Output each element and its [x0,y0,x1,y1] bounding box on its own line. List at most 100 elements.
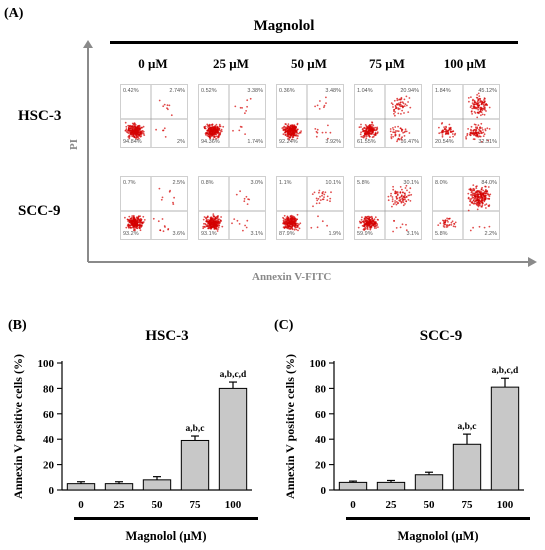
flow-event-dot [287,123,290,125]
flow-event-dot [370,220,373,222]
flow-event-dot [394,114,396,117]
flow-event-dot [368,132,371,135]
flow-event-dot [132,133,135,135]
flow-event-dot [132,225,134,227]
flow-event-dot [208,136,211,139]
flow-event-dot [127,220,130,223]
flow-event-dot [203,216,206,218]
flow-event-dot [394,134,397,137]
flow-event-dot [319,199,322,201]
flow-event-dot [362,130,364,133]
flow-event-dot [286,128,288,131]
flow-event-dot [405,223,407,226]
quadrant-ll-label: 59.9% [357,231,373,237]
flow-event-dot [363,217,366,220]
flow-event-dot [488,204,491,206]
quadrant-ur-label: 30.1% [403,180,419,186]
flow-event-dot [390,136,393,138]
flow-event-dot [467,128,469,130]
quadrant-lr-label: 2% [177,139,185,145]
flow-event-dot [375,224,377,227]
flow-event-dot [399,102,402,104]
flow-event-dot [397,102,400,105]
flow-event-dot [452,225,455,228]
flow-event-dot [211,123,214,126]
quadrant-ll-label: 93.1% [201,231,217,237]
flow-event-dot [451,130,453,133]
flow-event-dot [478,104,480,107]
flow-event-dot [364,133,367,135]
flow-event-dot [454,132,457,135]
flow-event-dot [367,131,369,134]
y-tick-label: 40 [315,434,327,446]
flow-event-dot [402,191,404,194]
flow-event-dot [477,106,479,108]
flow-event-dot [235,193,238,196]
flow-event-dot [212,220,215,223]
flow-event-dot [214,227,216,229]
flow-event-dot [293,126,296,129]
bar [452,443,482,491]
flow-event-dot [482,131,485,134]
flow-event-dot [284,219,286,221]
y-tick-label: 80 [315,383,327,395]
flow-event-dot [478,95,481,97]
flow-event-dot [140,135,143,137]
flow-event-dot [401,136,403,139]
flow-event-dot [293,134,296,136]
flow-event-dot [469,229,472,232]
flow-event-dot [207,223,209,225]
flow-event-dot [398,197,401,199]
flow-event-dot [207,227,209,230]
flow-event-dot [472,199,475,202]
flow-event-dot [401,109,403,112]
row-label-hsc3: HSC-3 [18,108,62,124]
flow-event-dot [476,201,479,204]
flow-event-dot [393,131,396,134]
quadrant-ll-label: 92.24% [279,139,298,145]
flow-event-dot [363,129,366,132]
flow-event-dot [296,128,299,131]
flow-event-dot [245,110,247,112]
flow-event-dot [135,134,137,137]
flow-event-dot [476,102,479,104]
flow-event-dot [208,222,211,225]
flow-event-dot [291,227,294,230]
panel-b-letter: (B) [8,318,27,333]
flow-event-dot [246,203,249,205]
flow-event-dot [485,110,487,112]
flow-event-dot [402,131,404,134]
flow-event-dot [360,218,363,221]
quadrant-ll-label: 5.8% [435,231,448,237]
flow-event-dot [287,128,290,130]
flow-event-dot [134,223,137,225]
flow-plot: 1.04% 20.94% 61.55% 16.47% [354,84,422,148]
flow-event-dot [476,116,479,119]
flow-event-dot [473,192,476,195]
flow-event-dot [132,130,135,132]
flow-event-dot [218,218,220,221]
flow-event-dot [398,108,401,110]
flow-plot-svg [199,177,265,239]
flow-event-dot [298,131,301,134]
flow-event-dot [203,126,206,128]
flow-event-dot [481,202,484,204]
flow-event-dot [481,204,484,207]
flow-event-dot [204,223,207,225]
flow-event-dot [474,191,477,194]
flow-event-dot [293,228,296,231]
flow-event-dot [219,132,222,135]
flow-event-dot [134,123,137,126]
flow-event-dot [396,202,399,205]
flow-event-dot [133,123,136,126]
flow-event-dot [134,132,136,135]
flow-event-dot [438,132,441,135]
flow-event-dot [293,218,295,221]
flow-event-dot [363,126,366,129]
flow-event-dot [287,219,289,222]
quadrant-ur-label: 2.74% [169,88,185,94]
flow-event-dot [474,103,476,106]
flow-event-dot [443,221,446,224]
flow-event-dot [473,106,475,109]
flow-event-dot [287,130,290,133]
